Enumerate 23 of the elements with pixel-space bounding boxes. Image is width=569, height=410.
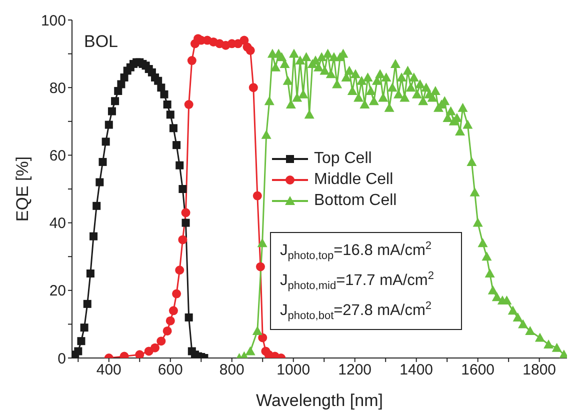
- annotation: J$_{photo,bot}$=27.8 mA/cm$^{2}$: [280, 298, 432, 324]
- annotation: J$_{photo,top}$=16.8 mA/cm$^{2}$: [280, 238, 432, 264]
- y-tick-label: 20: [49, 282, 66, 300]
- x-tick-label: 1000: [276, 362, 310, 379]
- annotation: J$_{photo,mid}$=17.7 mA/cm$^{2}$: [280, 268, 435, 294]
- x-tick-label: 1600: [461, 362, 495, 379]
- x-tick-label: 400: [96, 362, 122, 379]
- legend-label: Bottom Cell: [314, 192, 397, 210]
- y-tick-label: 100: [40, 12, 66, 30]
- x-tick-label: 1800: [522, 362, 556, 379]
- legend-label: Top Cell: [314, 150, 372, 168]
- x-tick-label: 600: [158, 362, 183, 379]
- legend-label: Middle Cell: [314, 170, 394, 188]
- annotation: BOL: [84, 32, 118, 52]
- y-axis-title: EQE [%]: [13, 156, 32, 222]
- x-tick-label: 800: [219, 362, 244, 379]
- y-tick-label: 40: [49, 215, 66, 232]
- x-tick-label: 1200: [338, 362, 372, 379]
- x-axis-title: Wavelength [nm]: [256, 391, 383, 410]
- y-tick-label: 60: [49, 148, 66, 165]
- y-tick-label: 80: [49, 80, 66, 97]
- y-tick-label: 0: [58, 350, 66, 368]
- x-tick-label: 1400: [400, 362, 434, 379]
